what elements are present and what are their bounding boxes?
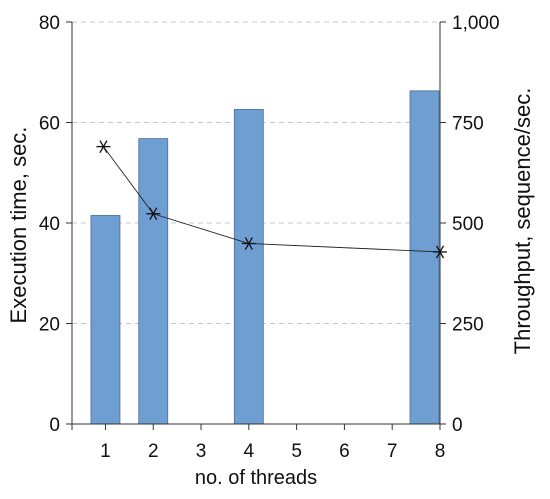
right-y-axis-title: Throughput, sequence/sec. <box>510 88 535 355</box>
bar <box>233 109 264 425</box>
axis-ticks: 0 20 40 60 80 0 250 500 750 1,000 1 2 3 4 5 6 7 8 <box>39 13 500 462</box>
throughput-point <box>241 237 256 250</box>
x-tick-label: 4 <box>244 441 255 462</box>
right-tick-label: 1,000 <box>452 13 500 34</box>
x-tick-label: 5 <box>291 441 302 462</box>
throughput-point <box>433 245 447 259</box>
right-tick-label: 0 <box>452 415 463 436</box>
x-tick-label: 3 <box>196 441 207 462</box>
x-tick-label: 1 <box>100 441 111 462</box>
left-tick-label: 40 <box>39 214 60 235</box>
bar <box>90 215 121 425</box>
right-tick-label: 250 <box>452 315 484 336</box>
throughput-point <box>96 140 111 154</box>
right-tick-label: 750 <box>452 114 484 135</box>
left-tick-label: 80 <box>39 13 60 34</box>
left-y-axis-title: Execution time, sec. <box>6 127 31 324</box>
throughput-series-line <box>103 146 441 253</box>
bars <box>90 90 440 425</box>
left-tick-label: 20 <box>39 315 60 336</box>
x-tick-label: 8 <box>435 441 446 462</box>
x-axis-title: no. of threads <box>195 467 317 489</box>
left-tick-label: 0 <box>49 415 60 436</box>
bar <box>409 90 440 425</box>
left-tick-label: 60 <box>39 114 60 135</box>
x-tick-label: 6 <box>339 441 350 462</box>
right-tick-label: 500 <box>452 214 484 235</box>
x-tick-label: 7 <box>387 441 398 462</box>
throughput-line <box>96 140 447 259</box>
bar <box>138 138 169 425</box>
x-tick-label: 2 <box>148 441 159 462</box>
throughput-point <box>146 207 161 221</box>
